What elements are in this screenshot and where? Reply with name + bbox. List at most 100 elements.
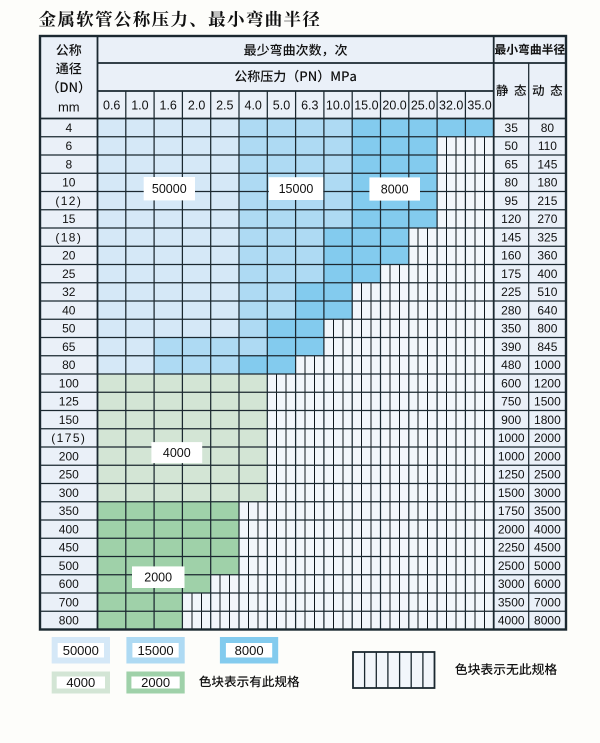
- svg-text:40: 40: [62, 303, 76, 317]
- svg-text:32: 32: [62, 285, 76, 299]
- svg-text:3000: 3000: [534, 486, 561, 500]
- svg-text:(12): (12): [55, 194, 82, 208]
- svg-text:4000: 4000: [163, 446, 191, 460]
- svg-text:3000: 3000: [498, 577, 525, 591]
- svg-text:6000: 6000: [534, 577, 561, 591]
- svg-text:845: 845: [537, 340, 557, 354]
- svg-text:600: 600: [59, 577, 79, 591]
- svg-text:20.0: 20.0: [382, 99, 406, 113]
- svg-text:10.0: 10.0: [326, 99, 350, 113]
- svg-text:800: 800: [537, 322, 557, 336]
- svg-text:0.6: 0.6: [103, 99, 120, 113]
- svg-text:350: 350: [501, 322, 521, 336]
- svg-text:700: 700: [59, 595, 79, 609]
- svg-text:8: 8: [65, 157, 72, 171]
- svg-text:(18): (18): [55, 230, 82, 244]
- svg-text:6.3: 6.3: [301, 99, 318, 113]
- svg-text:1000: 1000: [498, 431, 525, 445]
- svg-text:8000: 8000: [381, 182, 409, 196]
- svg-text:500: 500: [59, 559, 79, 573]
- svg-text:160: 160: [501, 249, 521, 263]
- svg-text:360: 360: [537, 249, 557, 263]
- svg-text:350: 350: [59, 504, 79, 518]
- svg-text:50000: 50000: [152, 182, 187, 196]
- svg-text:8000: 8000: [235, 643, 264, 658]
- svg-text:3500: 3500: [498, 595, 525, 609]
- svg-text:225: 225: [501, 285, 521, 299]
- svg-text:15: 15: [62, 212, 76, 226]
- svg-text:145: 145: [501, 230, 521, 244]
- svg-text:25.0: 25.0: [411, 99, 435, 113]
- svg-text:1800: 1800: [534, 413, 561, 427]
- svg-text:80: 80: [62, 358, 76, 372]
- svg-text:2500: 2500: [498, 559, 525, 573]
- svg-text:120: 120: [501, 212, 521, 226]
- svg-text:4000: 4000: [498, 614, 525, 628]
- svg-text:250: 250: [59, 468, 79, 482]
- svg-text:15.0: 15.0: [354, 99, 378, 113]
- svg-text:35.0: 35.0: [467, 99, 491, 113]
- svg-text:1.0: 1.0: [131, 99, 148, 113]
- svg-text:175: 175: [501, 267, 521, 281]
- svg-text:2.5: 2.5: [216, 99, 233, 113]
- svg-text:5.0: 5.0: [273, 99, 290, 113]
- svg-text:4000: 4000: [534, 522, 561, 536]
- svg-text:7000: 7000: [534, 595, 561, 609]
- svg-text:4500: 4500: [534, 541, 561, 555]
- svg-text:200: 200: [59, 449, 79, 463]
- svg-text:4.0: 4.0: [245, 99, 262, 113]
- svg-text:2000: 2000: [144, 571, 172, 585]
- svg-text:32.0: 32.0: [439, 99, 463, 113]
- svg-text:65: 65: [505, 157, 519, 171]
- svg-text:8000: 8000: [534, 614, 561, 628]
- svg-text:1200: 1200: [534, 376, 561, 390]
- svg-text:125: 125: [59, 395, 79, 409]
- svg-text:510: 510: [537, 285, 557, 299]
- svg-text:110: 110: [538, 139, 557, 153]
- svg-text:5000: 5000: [534, 559, 561, 573]
- svg-text:750: 750: [501, 395, 521, 409]
- svg-text:900: 900: [501, 413, 521, 427]
- svg-text:2500: 2500: [534, 468, 561, 482]
- svg-text:10: 10: [62, 176, 76, 190]
- svg-text:95: 95: [505, 194, 519, 208]
- svg-text:280: 280: [501, 303, 521, 317]
- svg-text:300: 300: [59, 486, 79, 500]
- svg-text:1750: 1750: [498, 504, 525, 518]
- svg-text:270: 270: [537, 212, 557, 226]
- svg-text:2000: 2000: [141, 675, 170, 690]
- svg-text:80: 80: [505, 176, 519, 190]
- svg-text:1250: 1250: [498, 468, 525, 482]
- svg-text:4: 4: [65, 121, 72, 135]
- svg-text:20: 20: [62, 249, 76, 263]
- svg-text:2.0: 2.0: [188, 99, 205, 113]
- svg-text:50: 50: [62, 322, 76, 336]
- svg-text:25: 25: [62, 267, 76, 281]
- svg-text:145: 145: [537, 157, 557, 171]
- svg-text:600: 600: [501, 376, 521, 390]
- svg-text:mm: mm: [58, 99, 80, 114]
- svg-text:15000: 15000: [279, 182, 314, 196]
- svg-text:390: 390: [501, 340, 521, 354]
- svg-text:480: 480: [501, 358, 521, 372]
- svg-text:2000: 2000: [534, 449, 561, 463]
- svg-text:35: 35: [505, 121, 519, 135]
- svg-text:2250: 2250: [498, 541, 525, 555]
- svg-text:215: 215: [537, 194, 557, 208]
- svg-text:(175): (175): [51, 431, 86, 445]
- svg-text:2000: 2000: [534, 431, 561, 445]
- svg-text:2000: 2000: [498, 522, 525, 536]
- svg-text:400: 400: [59, 522, 79, 536]
- svg-text:50: 50: [505, 139, 519, 153]
- svg-text:6: 6: [65, 139, 72, 153]
- svg-text:640: 640: [537, 303, 557, 317]
- svg-text:50000: 50000: [63, 643, 99, 658]
- svg-text:15000: 15000: [138, 643, 174, 658]
- svg-text:80: 80: [541, 121, 555, 135]
- svg-text:65: 65: [62, 340, 76, 354]
- svg-text:4000: 4000: [66, 675, 95, 690]
- svg-text:325: 325: [537, 230, 557, 244]
- svg-text:150: 150: [59, 413, 79, 427]
- svg-text:1000: 1000: [534, 358, 561, 372]
- svg-text:1.6: 1.6: [160, 99, 177, 113]
